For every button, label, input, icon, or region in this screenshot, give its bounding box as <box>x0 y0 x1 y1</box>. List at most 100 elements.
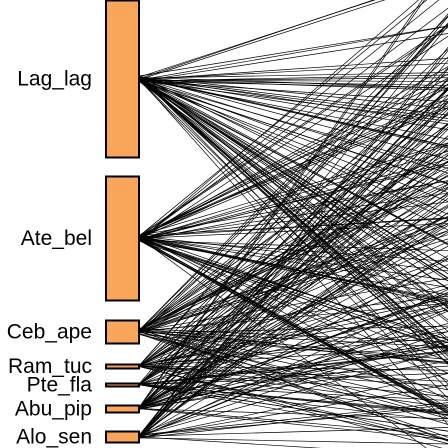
link-ceb_ape <box>138 166 448 330</box>
link-ate_bel <box>138 142 448 236</box>
link-ram_tuc <box>138 206 448 367</box>
link-ceb_ape <box>138 331 448 397</box>
link-alo_sen <box>138 97 448 436</box>
link-ate_bel <box>138 35 448 242</box>
node-pte_fla <box>105 382 140 388</box>
link-alo_sen <box>138 147 448 436</box>
link-lag_lag <box>138 80 448 184</box>
label-ram_tuc: Ram_tuc <box>8 355 92 378</box>
label-abu_pip: Abu_pip <box>15 398 92 421</box>
link-lag_lag <box>138 77 448 174</box>
link-ate_bel <box>138 101 448 237</box>
link-alo_sen <box>138 436 323 448</box>
link-ceb_ape <box>138 328 448 363</box>
link-ceb_ape <box>138 106 448 334</box>
link-pte_fla <box>138 384 448 432</box>
link-lag_lag <box>138 25 448 81</box>
label-pte_fla: Pte_fla <box>27 374 93 397</box>
link-lag_lag <box>138 33 448 82</box>
link-ate_bel <box>138 77 448 238</box>
link-alo_sen <box>138 384 448 438</box>
link-lag_lag <box>138 58 448 81</box>
node-ceb_ape <box>105 319 140 345</box>
link-ceb_ape <box>138 329 448 417</box>
link-pte_fla <box>138 113 448 386</box>
link-ate_bel <box>138 236 448 304</box>
link-pte_fla <box>138 142 448 385</box>
link-alo_sen <box>138 197 448 438</box>
link-ceb_ape <box>138 277 448 332</box>
link-ram_tuc <box>138 22 448 367</box>
link-pte_fla <box>138 384 448 413</box>
node-abu_pip <box>105 404 140 414</box>
link-abu_pip <box>138 135 448 409</box>
link-ceb_ape <box>138 295 448 333</box>
link-alo_sen <box>138 255 448 438</box>
link-ate_bel <box>138 0 428 237</box>
link-ate_bel <box>138 0 420 242</box>
link-pte_fla <box>138 169 448 385</box>
link-alo_sen <box>138 349 448 437</box>
species-labels: Lag_lag Ate_bel Ceb_ape Ram_tucPte_flaAbu_p… <box>7 68 93 448</box>
link-alo_sen <box>138 128 448 439</box>
link-abu_pip <box>138 212 448 409</box>
link-abu_pip <box>138 327 448 410</box>
link-abu_pip <box>138 137 448 409</box>
link-alo_sen <box>138 310 448 438</box>
link-alo_sen <box>138 373 448 439</box>
link-abu_pip <box>138 408 448 420</box>
link-alo_sen <box>138 407 448 436</box>
link-lag_lag <box>138 77 448 194</box>
node-ram_tuc <box>105 363 140 370</box>
link-ate_bel <box>138 66 448 239</box>
link-alo_sen <box>138 331 448 436</box>
link-abu_pip <box>138 0 423 408</box>
link-ram_tuc <box>138 365 443 448</box>
species-nodes <box>105 0 140 444</box>
link-alo_sen <box>138 46 448 437</box>
link-abu_pip <box>138 86 448 409</box>
link-ceb_ape <box>138 302 448 332</box>
link-ate_bel <box>138 238 448 301</box>
label-ate_bel: Ate_bel <box>21 227 92 250</box>
link-ceb_ape <box>138 328 448 343</box>
link-ate_bel <box>138 239 448 341</box>
link-ate_bel <box>138 239 448 414</box>
link-ceb_ape <box>138 23 448 335</box>
link-ate_bel <box>138 236 448 288</box>
link-ate_bel <box>138 150 448 240</box>
link-abu_pip <box>138 323 448 408</box>
link-ate_bel <box>138 164 448 240</box>
link-lag_lag <box>138 75 448 323</box>
link-ate_bel <box>138 0 440 241</box>
link-alo_sen <box>138 437 448 445</box>
link-abu_pip <box>138 187 448 408</box>
link-alo_sen <box>138 219 448 437</box>
link-lag_lag <box>138 75 448 321</box>
link-alo_sen <box>138 404 448 439</box>
link-abu_pip <box>138 292 448 410</box>
link-lag_lag <box>138 0 386 81</box>
link-lag_lag <box>138 62 448 80</box>
link-alo_sen <box>138 402 448 436</box>
link-alo_sen <box>138 207 448 437</box>
link-alo_sen <box>138 212 448 437</box>
link-alo_sen <box>138 100 448 437</box>
link-ate_bel <box>138 27 448 237</box>
link-ceb_ape <box>138 152 448 332</box>
link-abu_pip <box>138 108 448 408</box>
link-ate_bel <box>138 237 448 302</box>
label-lag_lag: Lag_lag <box>17 68 92 91</box>
link-ram_tuc <box>138 303 448 367</box>
link-alo_sen <box>138 308 448 438</box>
link-ceb_ape <box>138 89 448 334</box>
link-ram_tuc <box>138 297 448 367</box>
label-ceb_ape: Ceb_ape <box>7 321 92 344</box>
link-lag_lag <box>138 77 448 270</box>
link-lag_lag <box>138 76 448 365</box>
link-pte_fla <box>138 384 448 401</box>
link-ceb_ape <box>138 56 448 331</box>
link-ate_bel <box>138 218 448 236</box>
link-ram_tuc <box>138 67 448 366</box>
